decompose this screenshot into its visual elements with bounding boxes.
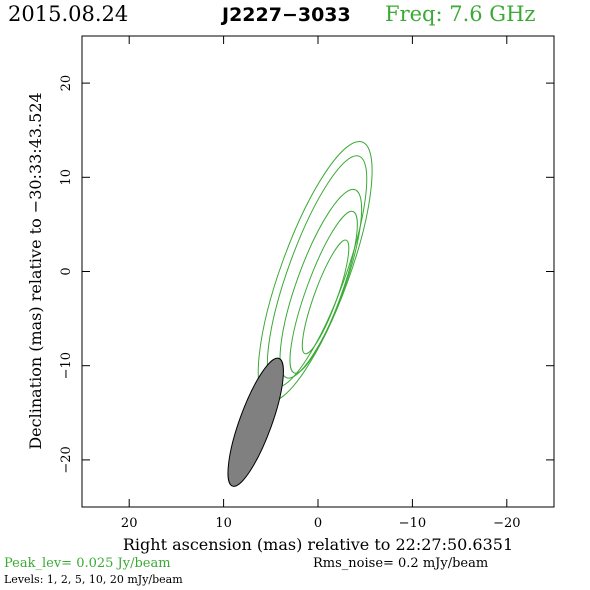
- x-tick-label: −10: [399, 516, 426, 531]
- y-tick-label: −10: [59, 352, 74, 379]
- rms-noise: Rms_noise= 0.2 mJy/beam: [313, 556, 489, 571]
- contour-group: [257, 140, 373, 403]
- contour-level-5: [279, 188, 363, 379]
- contour-levels: Levels: 1, 2, 5, 10, 20 mJy/beam: [4, 573, 183, 586]
- peak-level: Peak_lev= 0.025 Jy/beam: [4, 556, 171, 571]
- contour-level-20: [301, 239, 350, 355]
- y-tick-label: 10: [59, 169, 74, 186]
- y-axis-label: Declination (mas) relative to −30:33:43.…: [26, 92, 45, 449]
- plot-frame: [81, 35, 555, 508]
- source-name: J2227−3033: [222, 4, 351, 26]
- x-tick-label: 20: [121, 516, 138, 531]
- frequency-label: Freq: 7.6 GHz: [385, 2, 536, 26]
- contour-level-2: [266, 155, 368, 388]
- x-tick-label: −20: [493, 516, 520, 531]
- contour-level-1: [257, 140, 373, 403]
- y-tick-label: 20: [59, 75, 74, 92]
- y-tick-label: −20: [59, 446, 74, 473]
- beam-group: [227, 357, 284, 487]
- x-tick-label: 10: [215, 516, 232, 531]
- contour-level-10: [289, 210, 358, 374]
- observation-date: 2015.08.24: [8, 2, 129, 26]
- beam-ellipse: [227, 357, 284, 487]
- x-axis-label: Right ascension (mas) relative to 22:27:…: [123, 535, 513, 554]
- tick-group: 20 10 0 −10 −20 −20 −10 0 10 20: [59, 36, 554, 531]
- x-tick-label: 0: [314, 516, 322, 531]
- y-tick-label: 0: [59, 267, 74, 275]
